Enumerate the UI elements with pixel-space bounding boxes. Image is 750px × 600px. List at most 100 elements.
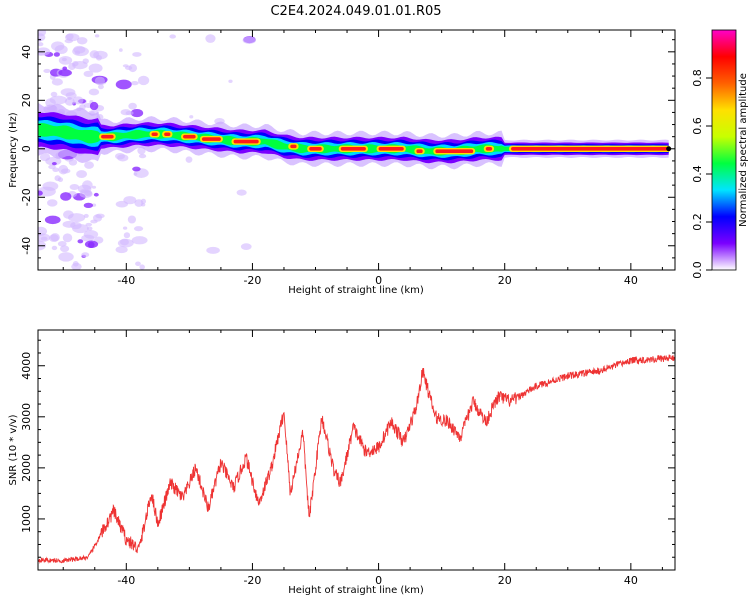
noise-blob: [60, 88, 76, 96]
hot-segment-core: [290, 144, 297, 149]
noise-blob: [72, 96, 84, 105]
noise-blob: [242, 36, 256, 45]
snr-x-ticks: -40 -20 0 20 40: [62, 330, 663, 587]
x-tick-label: -40: [117, 274, 135, 287]
noise-blob: [67, 96, 72, 101]
noise-blob: [85, 222, 93, 227]
noise-blob: [67, 213, 86, 223]
noise-blob: [72, 61, 88, 70]
x-tick-label: -40: [117, 574, 135, 587]
colorbar-tick-label: 0.6: [691, 117, 704, 135]
spectrogram-y-ticks: -40 -20 0 20 40: [20, 39, 675, 271]
noise-blob: [123, 232, 131, 239]
noise-blob: [82, 180, 93, 191]
noise-blob: [51, 78, 63, 86]
noise-blob: [76, 37, 88, 45]
noise-blob: [76, 170, 88, 179]
hot-segment-core: [183, 134, 196, 139]
snr-line-series: [38, 354, 675, 564]
noise-blob: [88, 88, 100, 96]
snr-panel: -40 -20 0 20 40 1000 2000 3000 4000 Height of s…: [8, 329, 676, 596]
noise-blob: [54, 175, 61, 182]
noise-blob: [120, 109, 131, 116]
hot-segment-core: [416, 149, 423, 154]
noise-blob: [115, 246, 128, 254]
noise-blob: [65, 33, 80, 42]
noise-blob: [38, 52, 45, 56]
noise-blob: [122, 226, 128, 230]
x-tick-label: 20: [498, 274, 512, 287]
hot-segment-core: [164, 132, 171, 137]
noise-blob: [89, 101, 99, 111]
noise-blob: [132, 52, 142, 57]
spectrogram-x-ticks: -40 -20 0 20 40: [62, 30, 663, 287]
x-tick-label: 0: [375, 574, 382, 587]
noise-blob: [206, 246, 220, 254]
snr-x-axis-label: Height of straight line (km): [288, 585, 424, 596]
noise-blob: [44, 215, 61, 225]
noise-blob: [72, 261, 79, 267]
snr-frame: [37, 329, 676, 571]
noise-blob: [38, 42, 44, 47]
spectrogram-frame: [37, 29, 676, 271]
noise-blob: [128, 64, 138, 73]
noise-blob: [92, 214, 103, 222]
noise-blob: [50, 91, 58, 97]
noise-blob: [115, 79, 132, 90]
noise-blob: [205, 34, 216, 43]
noise-blob: [51, 162, 57, 166]
y-tick-label: 2000: [20, 454, 33, 482]
noise-blob: [45, 98, 56, 108]
noise-blob: [60, 168, 71, 174]
noise-blob: [139, 264, 145, 270]
noise-blob: [58, 69, 72, 77]
noise-blob: [60, 245, 70, 253]
noise-blob: [47, 199, 58, 207]
noise-blob: [61, 57, 67, 62]
noise-blob: [77, 239, 84, 244]
colorbar-ticks: 0.0 0.2 0.4 0.6 0.8: [691, 69, 712, 279]
hot-segment-core: [309, 146, 322, 151]
noise-blob: [51, 41, 65, 51]
noise-blob: [119, 238, 129, 246]
noise-blob: [93, 192, 99, 197]
noise-blob: [122, 64, 129, 68]
noise-blob: [131, 236, 148, 245]
colorbar-tick-label: 0.4: [691, 165, 704, 183]
noise-blob: [60, 192, 72, 201]
spectrogram-heatmap: [38, 30, 672, 270]
noise-blob: [42, 181, 59, 191]
hot-segment-core: [101, 134, 114, 139]
colorbar-tick-label: 0.0: [691, 261, 704, 279]
noise-blob: [236, 189, 247, 196]
x-tick-label: 0: [375, 274, 382, 287]
noise-blob: [84, 240, 99, 249]
noise-blob: [130, 81, 139, 86]
noise-blob: [81, 234, 95, 242]
x-tick-label: 40: [624, 274, 638, 287]
noise-blob: [132, 166, 141, 172]
noise-blob: [98, 84, 104, 90]
hot-segment-core: [435, 149, 474, 154]
hot-segment-core: [151, 132, 158, 137]
noise-blob: [83, 202, 94, 208]
hot-segment-core: [485, 146, 493, 151]
noise-blob: [38, 190, 43, 196]
noise-blob: [133, 172, 138, 176]
noise-blob: [57, 241, 67, 247]
colorbar-label: Normalized spectral amplitude: [738, 73, 749, 227]
colorbar: 0.0 0.2 0.4 0.6 0.8 Normalized spectral ampl…: [691, 29, 749, 279]
noise-blob: [185, 156, 193, 163]
noise-blob: [62, 233, 73, 243]
y-tick-label: 4000: [20, 352, 33, 380]
noise-blob: [64, 97, 75, 106]
y-tick-label: 20: [20, 93, 33, 107]
noise-blob: [62, 66, 68, 71]
noise-blob: [95, 55, 102, 61]
noise-blob: [86, 226, 93, 231]
noise-blob: [169, 34, 176, 39]
noise-blob: [43, 68, 51, 74]
hot-segment-core: [378, 146, 404, 151]
snr-y-ticks: 1000 2000 3000 4000: [20, 339, 675, 571]
